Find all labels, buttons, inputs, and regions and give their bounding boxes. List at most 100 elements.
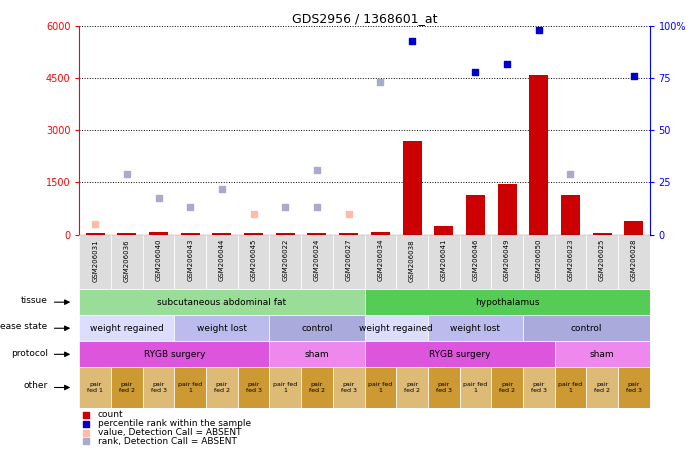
Bar — [402, 141, 422, 235]
Text: GSM206040: GSM206040 — [155, 239, 162, 282]
Text: other: other — [23, 381, 48, 390]
Text: pair
fed 3: pair fed 3 — [341, 382, 357, 393]
Text: weight regained: weight regained — [90, 324, 164, 333]
Text: pair
fed 2: pair fed 2 — [214, 382, 230, 393]
Bar — [498, 184, 516, 235]
Bar — [174, 235, 206, 289]
Title: GDS2956 / 1368601_at: GDS2956 / 1368601_at — [292, 12, 437, 25]
Bar — [364, 367, 396, 408]
Bar — [238, 235, 269, 289]
Bar — [428, 315, 523, 341]
Bar — [143, 367, 174, 408]
Bar — [428, 367, 460, 408]
Bar — [244, 233, 263, 235]
Text: RYGB surgery: RYGB surgery — [428, 350, 491, 359]
Text: pair
fed 2: pair fed 2 — [594, 382, 610, 393]
Text: count: count — [97, 410, 123, 419]
Text: GSM206038: GSM206038 — [409, 239, 415, 282]
Text: pair
fed 2: pair fed 2 — [404, 382, 420, 393]
Bar — [181, 233, 200, 235]
Text: pair fed
1: pair fed 1 — [178, 382, 202, 393]
Bar — [117, 233, 136, 235]
Bar — [79, 341, 269, 367]
Point — [502, 60, 513, 67]
Text: GSM206045: GSM206045 — [251, 239, 256, 282]
Text: weight regained: weight regained — [359, 324, 433, 333]
Bar — [269, 315, 365, 341]
Bar — [586, 367, 618, 408]
Text: pair
fed 3: pair fed 3 — [531, 382, 547, 393]
Point — [628, 73, 639, 80]
Text: disease state: disease state — [0, 322, 48, 331]
Bar — [79, 235, 111, 289]
Bar — [212, 233, 231, 235]
Bar — [523, 235, 554, 289]
Text: GSM206044: GSM206044 — [219, 239, 225, 282]
Text: GSM206022: GSM206022 — [283, 239, 288, 282]
Bar — [371, 232, 390, 235]
Point — [184, 203, 196, 210]
Bar — [618, 235, 650, 289]
Bar — [396, 235, 428, 289]
Bar — [624, 221, 643, 235]
Text: sham: sham — [589, 350, 614, 359]
Bar — [460, 235, 491, 289]
Text: pair
fed 2: pair fed 2 — [119, 382, 135, 393]
Text: pair fed
1: pair fed 1 — [558, 382, 583, 393]
Text: protocol: protocol — [10, 348, 48, 357]
Bar — [269, 367, 301, 408]
Point — [153, 194, 164, 202]
Bar — [523, 315, 650, 341]
Bar — [554, 341, 650, 367]
Bar — [174, 367, 206, 408]
Text: GSM206049: GSM206049 — [504, 239, 510, 282]
Text: weight lost: weight lost — [197, 324, 247, 333]
Text: control: control — [571, 324, 602, 333]
Point — [248, 210, 259, 218]
Text: weight lost: weight lost — [451, 324, 500, 333]
Bar — [364, 315, 428, 341]
Bar — [364, 289, 650, 315]
Text: GSM206034: GSM206034 — [377, 239, 384, 282]
Text: pair
fed 3: pair fed 3 — [436, 382, 452, 393]
Bar — [460, 367, 491, 408]
Bar — [174, 315, 269, 341]
Bar — [79, 289, 364, 315]
Text: pair
fed 3: pair fed 3 — [246, 382, 262, 393]
Text: GSM206046: GSM206046 — [473, 239, 478, 282]
Text: GSM206041: GSM206041 — [441, 239, 446, 282]
Text: sham: sham — [305, 350, 330, 359]
Text: GSM206028: GSM206028 — [631, 239, 636, 282]
Point — [81, 411, 92, 419]
Text: GSM206027: GSM206027 — [346, 239, 352, 282]
Text: pair
fed 2: pair fed 2 — [499, 382, 515, 393]
Point — [280, 203, 291, 210]
Text: RYGB surgery: RYGB surgery — [144, 350, 205, 359]
Point — [81, 438, 92, 445]
Text: pair
fed 3: pair fed 3 — [151, 382, 167, 393]
Bar — [586, 235, 618, 289]
Bar — [333, 367, 364, 408]
Bar — [618, 367, 650, 408]
Text: percentile rank within the sample: percentile rank within the sample — [97, 419, 251, 428]
Bar — [396, 367, 428, 408]
Bar — [301, 235, 333, 289]
Bar — [301, 367, 333, 408]
Text: pair fed
1: pair fed 1 — [368, 382, 392, 393]
Bar — [333, 235, 364, 289]
Text: GSM206050: GSM206050 — [536, 239, 542, 282]
Bar — [529, 75, 548, 235]
Point — [122, 170, 133, 178]
Bar — [339, 233, 358, 235]
Bar — [143, 235, 174, 289]
Text: rank, Detection Call = ABSENT: rank, Detection Call = ABSENT — [97, 437, 236, 446]
Text: tissue: tissue — [21, 296, 48, 305]
Point — [565, 170, 576, 178]
Text: pair
fed 3: pair fed 3 — [626, 382, 642, 393]
Point — [375, 78, 386, 85]
Bar — [554, 235, 586, 289]
Point — [81, 420, 92, 428]
Bar — [149, 232, 168, 235]
Bar — [269, 341, 365, 367]
Bar — [276, 233, 295, 235]
